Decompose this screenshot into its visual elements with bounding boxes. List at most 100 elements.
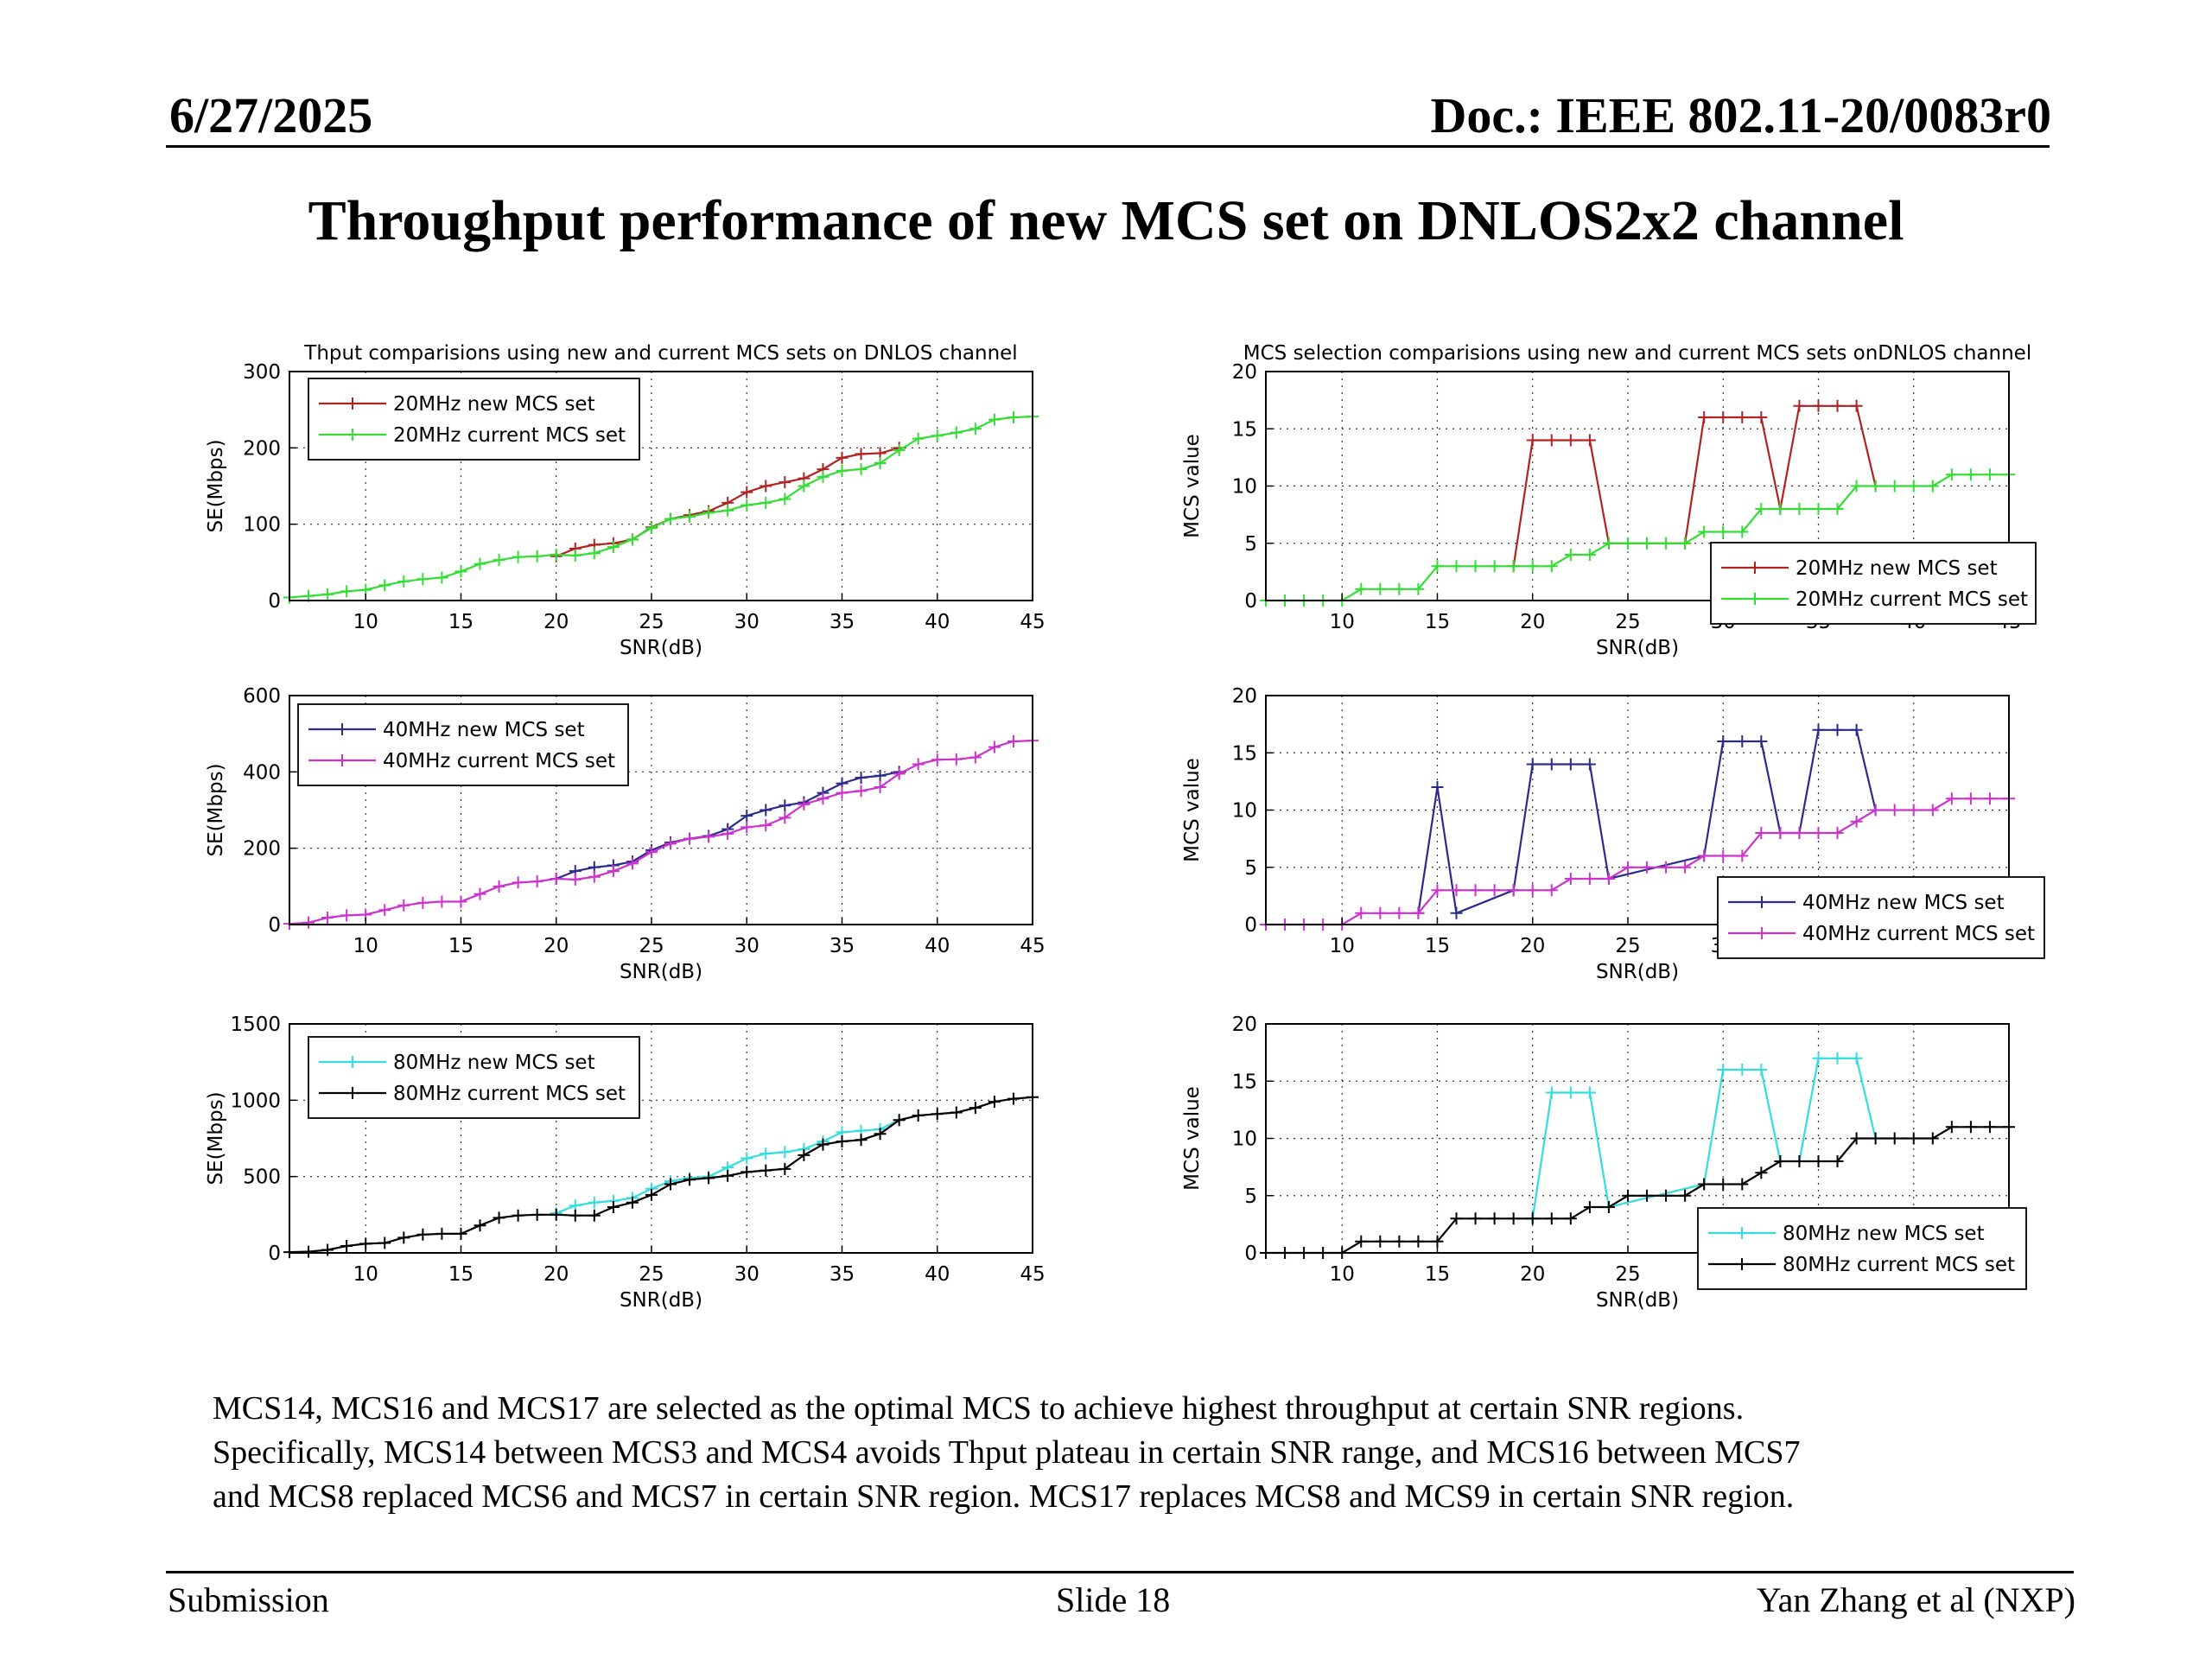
thput-40-series-2-point — [512, 876, 524, 889]
thput-20-series-2-point — [626, 533, 639, 546]
thput-80-series-2-point — [416, 1228, 429, 1241]
thput-40-series-2-point — [798, 798, 810, 810]
thput-20-series-2-point — [321, 588, 334, 601]
mcs-40-series-2-point — [1850, 815, 1863, 828]
body-line-2: Specifically, MCS14 between MCS3 and MCS… — [213, 1434, 1801, 1471]
thput-20-series-2-point — [702, 506, 715, 519]
thput-80-series-2-point — [569, 1209, 582, 1222]
mcs-80-series-2-point — [1736, 1178, 1749, 1191]
mcs-80-series-2-point — [1660, 1189, 1673, 1202]
thput-80-series-2-point — [702, 1172, 715, 1185]
thput-20-series-2-point — [569, 549, 582, 562]
mcs-20-xtick-label: 25 — [1615, 611, 1640, 633]
thput-40-xtick-label: 25 — [639, 935, 664, 957]
thput-80-legend-label: 80MHz new MCS set — [393, 1052, 595, 1074]
mcs-40-series-2-point — [1888, 804, 1901, 817]
header-doc-id: Doc.: IEEE 802.11-20/0083r0 — [1430, 87, 2051, 143]
mcs-80-xtick-label: 10 — [1330, 1263, 1355, 1286]
thput-40-series-2-point — [378, 904, 391, 917]
mcs-20-xtick-label: 15 — [1425, 611, 1450, 633]
mcs-80-legend-marker — [1736, 1227, 1748, 1239]
thput-40-series-2-point — [683, 832, 696, 845]
mcs-80-series-2-point — [1355, 1235, 1368, 1248]
thput-80-series-2-point — [340, 1240, 353, 1253]
mcs-20-ylabel: MCS value — [1181, 434, 1204, 538]
mcs-20-series-1-point — [1698, 411, 1711, 423]
thput-80-series-2-point — [1007, 1092, 1020, 1105]
thput-40-series-2-point — [569, 873, 582, 886]
mcs-40-legend-marker — [1756, 927, 1768, 939]
mcs-80-series-1-point — [1564, 1086, 1577, 1099]
mcs-40-xtick-label: 10 — [1330, 935, 1355, 957]
mcs-80-series-2-point — [1564, 1212, 1577, 1225]
mcs-20-series-2-point — [1831, 503, 1844, 515]
mcs-80-series-1-point — [1831, 1052, 1844, 1065]
thput-40-series-2-point — [645, 846, 658, 859]
thput-40-series-2-point — [969, 751, 982, 764]
thput-80-legend: 80MHz new MCS set 80MHz current MCS set — [308, 1036, 640, 1119]
thput-40-series-2-point — [760, 819, 772, 832]
thput-20-series-2-point — [741, 499, 753, 512]
body-line-1: MCS14, MCS16 and MCS17 are selected as t… — [213, 1390, 1745, 1427]
mcs-80-legend-label: 80MHz current MCS set — [1783, 1254, 2015, 1276]
mcs-80-ytick-label: 20 — [1232, 1014, 1257, 1036]
thput-80-legend-marker — [346, 1087, 359, 1099]
mcs-20-series-2-line — [1266, 474, 2009, 602]
mcs-80-series-2-point — [1526, 1212, 1539, 1225]
mcs-40-series-1-point — [1583, 758, 1596, 771]
mcs-20-series-1-point — [1583, 434, 1596, 447]
mcs-80-ytick-label: 10 — [1232, 1128, 1257, 1151]
mcs-20-series-2-point — [1431, 560, 1444, 573]
mcs-20-series-2-point — [1717, 525, 1730, 538]
mcs-40-series-2-point — [1869, 804, 1882, 817]
thput-20-series-2-point — [378, 579, 391, 592]
mcs-20-series-1-point — [1717, 411, 1730, 423]
mcs-40-series-2-point — [1660, 861, 1673, 874]
thput-40-series-2-point — [1007, 735, 1020, 747]
thput-20-legend-label: 20MHz current MCS set — [393, 424, 626, 447]
mcs-80-series-2-point — [1698, 1178, 1711, 1191]
thput-80-series-2-point — [302, 1245, 315, 1258]
mcs-40-legend-label: 40MHz new MCS set — [1802, 892, 2005, 914]
mcs-80-ylabel: MCS value — [1181, 1086, 1204, 1191]
mcs-20-ytick-label: 15 — [1232, 418, 1257, 441]
mcs-20-xtick-label: 10 — [1330, 611, 1355, 633]
thput-20-series-2-point — [550, 549, 563, 561]
thput-20-xtick-label: 45 — [1020, 611, 1045, 633]
thput-40-series-1-point — [855, 771, 868, 784]
thput-40-series-2-point — [702, 830, 715, 843]
mcs-80-series-1-point — [1583, 1086, 1596, 1099]
thput-80-xtick-label: 15 — [448, 1263, 474, 1286]
mcs-40-series-2-point — [1774, 827, 1787, 839]
mcs-40-series-2-point — [1602, 873, 1615, 885]
thput-40-series-2-point — [664, 837, 677, 850]
body-text: MCS14, MCS16 and MCS17 are selected as t… — [213, 1387, 2113, 1519]
mcs-80-ytick-label: 15 — [1232, 1071, 1257, 1093]
mcs-80-series-2-point — [1812, 1155, 1825, 1167]
thput-40-series-2-point — [988, 741, 1001, 753]
thput-40-xtick-label: 10 — [353, 935, 378, 957]
mcs-80-legend-marker — [1736, 1258, 1748, 1270]
thput-20-series-2-point — [474, 557, 486, 570]
thput-40-series-1-point — [760, 804, 772, 817]
thput-40-series-2-point — [435, 895, 448, 908]
thput-40-series-2-point — [416, 896, 429, 909]
mcs-20-series-2-point — [1945, 468, 1958, 481]
mcs-80-series-2-point — [1907, 1132, 1920, 1145]
mcs-20-series-2-point — [1602, 537, 1615, 550]
mcs-20-series-2-point — [1869, 480, 1882, 493]
thput-40-xtick-label: 35 — [830, 935, 855, 957]
mcs-20-ytick-label: 20 — [1232, 361, 1257, 384]
thput-40-axes-box — [289, 695, 1033, 925]
thput-20-axes-box — [289, 371, 1033, 601]
thput-80-series-2-point — [760, 1164, 772, 1177]
mcs-20-series-2-point — [1374, 582, 1387, 595]
thput-20-xtick-label: 10 — [353, 611, 378, 633]
thput-40-legend-label: 40MHz new MCS set — [383, 719, 585, 741]
mcs-20-legend-label: 20MHz new MCS set — [1796, 557, 1998, 580]
thput-20-xtick-label: 35 — [830, 611, 855, 633]
mcs-20-series-2-point — [1736, 525, 1749, 538]
thput-40-series-2-point — [531, 875, 543, 888]
thput-40-chart: 10 15 20 25 30 35 40 45 0 200 400 600 SNR(dB) SE(Mbps… — [205, 685, 1046, 983]
